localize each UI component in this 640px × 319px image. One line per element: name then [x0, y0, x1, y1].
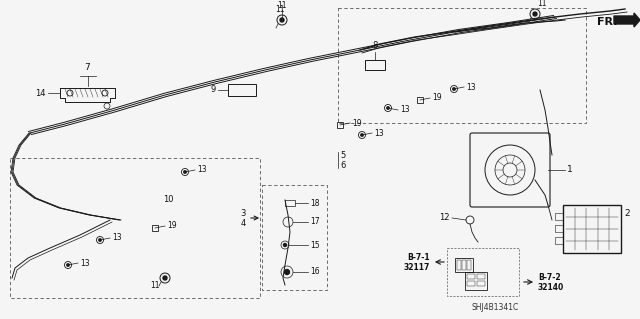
Bar: [555, 213, 563, 220]
Text: 18: 18: [310, 198, 319, 207]
Text: 10: 10: [163, 196, 173, 204]
Circle shape: [163, 276, 167, 280]
Circle shape: [99, 239, 101, 241]
Text: 11: 11: [537, 0, 547, 8]
Text: 13: 13: [112, 234, 122, 242]
Circle shape: [387, 107, 389, 109]
Bar: [337, 122, 343, 128]
Bar: [477, 281, 485, 286]
Text: 13: 13: [374, 129, 383, 137]
Text: 11: 11: [275, 5, 285, 14]
Bar: [457, 260, 461, 270]
Text: 9: 9: [211, 85, 216, 94]
Circle shape: [453, 88, 455, 90]
Bar: [477, 274, 485, 279]
Text: 7: 7: [84, 63, 90, 72]
Circle shape: [533, 12, 537, 16]
Text: 15: 15: [310, 241, 319, 249]
Text: 12: 12: [440, 213, 450, 222]
Bar: [228, 84, 256, 96]
Circle shape: [361, 134, 364, 136]
Bar: [563, 205, 621, 253]
Text: 2: 2: [624, 209, 630, 218]
Text: 19: 19: [352, 118, 362, 128]
Bar: [152, 225, 158, 231]
Text: 13: 13: [400, 106, 410, 115]
Bar: [467, 281, 475, 286]
Bar: [417, 97, 423, 103]
Text: 1: 1: [567, 166, 573, 174]
Circle shape: [284, 243, 287, 247]
Text: 13: 13: [466, 83, 476, 92]
Text: 4: 4: [241, 219, 246, 228]
Text: 13: 13: [80, 258, 90, 268]
Bar: [447, 248, 519, 296]
Text: 11: 11: [150, 280, 160, 290]
Text: 17: 17: [310, 218, 319, 226]
Bar: [555, 225, 563, 232]
Text: 13: 13: [197, 166, 207, 174]
Circle shape: [184, 171, 186, 173]
Text: 3: 3: [241, 210, 246, 219]
Polygon shape: [614, 13, 640, 27]
Text: 19: 19: [167, 221, 177, 231]
Text: B-7-2: B-7-2: [538, 273, 561, 283]
Bar: [285, 200, 295, 206]
Bar: [10, 158, 260, 298]
Bar: [365, 60, 385, 70]
Bar: [467, 274, 475, 279]
Bar: [467, 260, 471, 270]
Text: 32140: 32140: [538, 283, 564, 292]
Bar: [262, 185, 327, 290]
Text: 11: 11: [277, 1, 287, 10]
Circle shape: [67, 264, 69, 266]
Text: 8: 8: [372, 41, 378, 50]
Bar: [462, 260, 466, 270]
Text: FR.: FR.: [597, 17, 618, 27]
Bar: [455, 258, 473, 272]
Text: 6: 6: [340, 160, 346, 169]
Text: B-7-1: B-7-1: [408, 254, 430, 263]
Bar: [555, 237, 563, 244]
Bar: [465, 272, 487, 290]
Text: 14: 14: [35, 88, 46, 98]
Text: 32117: 32117: [404, 263, 430, 271]
Text: SHJ4B1341C: SHJ4B1341C: [472, 303, 518, 313]
Circle shape: [280, 18, 284, 22]
Text: 19: 19: [432, 93, 442, 102]
Bar: [338, 8, 586, 123]
Text: 16: 16: [310, 268, 319, 277]
Circle shape: [285, 270, 289, 275]
Text: 5: 5: [340, 151, 345, 160]
